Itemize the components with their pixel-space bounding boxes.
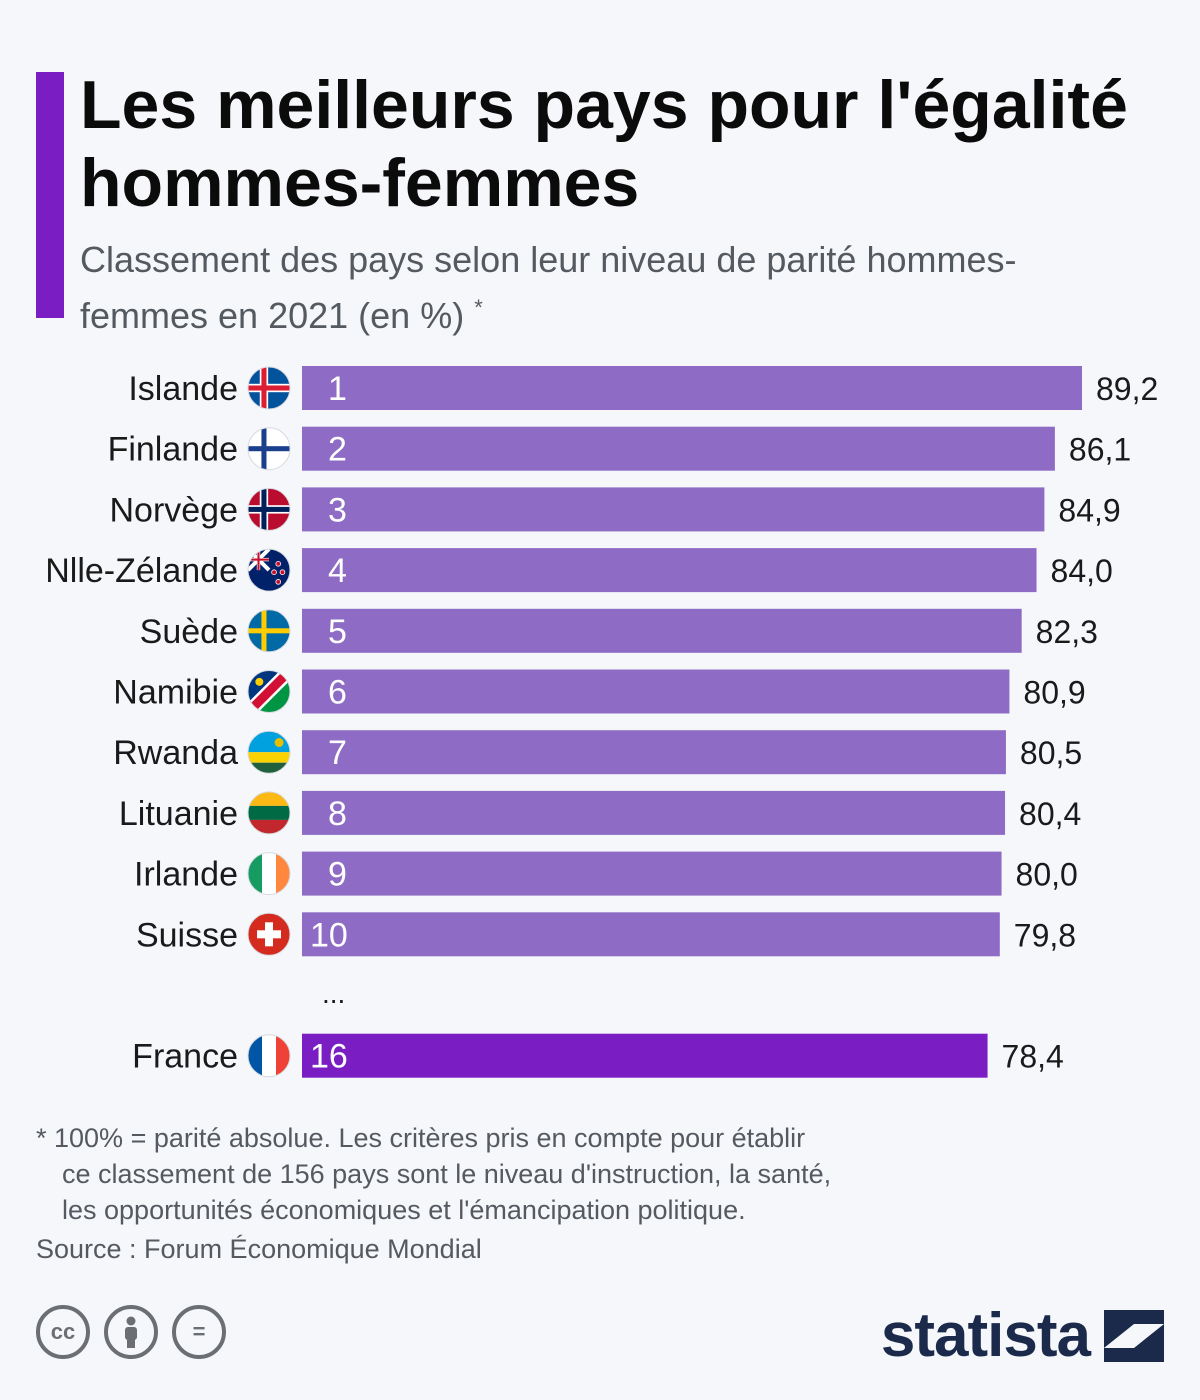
bar — [302, 608, 1022, 653]
subtitle-mark: * — [474, 295, 483, 320]
bar — [302, 426, 1055, 471]
france-flag-icon — [247, 1034, 291, 1078]
value-label: 80,4 — [1019, 796, 1081, 832]
new-zealand-flag-icon — [247, 548, 291, 592]
category-label: Norvège — [109, 491, 238, 529]
namibia-flag-icon — [247, 670, 291, 713]
bar-row: Suisse 10 79,8 — [136, 912, 1076, 957]
rwanda-flag-icon — [247, 730, 291, 774]
bar — [302, 487, 1045, 532]
gap-ellipsis: ... — [322, 978, 345, 1009]
bar-row: Irlande 9 80,0 — [134, 851, 1078, 896]
value-label: 84,9 — [1058, 492, 1120, 528]
rank-label: 2 — [328, 431, 347, 469]
person-icon — [125, 1316, 137, 1348]
no-derivatives-icon[interactable]: = — [172, 1305, 226, 1359]
rank-label: 3 — [328, 491, 347, 529]
value-label: 80,0 — [1016, 857, 1078, 893]
rank-label: 4 — [328, 552, 347, 590]
bar-row: Nlle-Zélande 4 84,0 — [45, 548, 1113, 593]
finland-flag-icon — [247, 427, 291, 471]
bar-row: France 16 78,4 — [132, 1033, 1064, 1078]
bar-row: Islande 1 89,2 — [128, 366, 1158, 410]
bar-row: Finlande 2 86,1 — [108, 426, 1131, 471]
value-label: 80,5 — [1020, 735, 1082, 771]
value-label: 89,2 — [1096, 371, 1158, 407]
bar — [302, 730, 1006, 775]
value-label: 78,4 — [1002, 1039, 1064, 1075]
category-label: Suède — [140, 613, 238, 651]
rank-label: 6 — [328, 674, 347, 712]
bar-chart: Islande 1 89,2 Finlande 2 86,1 Norvège 3 84,9 Nll… — [45, 366, 1158, 1078]
norway-flag-icon — [247, 487, 291, 531]
attribution-icon[interactable] — [104, 1305, 158, 1359]
rank-label: 7 — [328, 734, 347, 772]
category-label: Finlande — [108, 431, 238, 469]
category-label: Nlle-Zélande — [45, 552, 238, 590]
bar — [302, 790, 1006, 835]
bar — [302, 548, 1037, 593]
chart-title: Les meilleurs pays pour l'égalité hommes… — [80, 67, 1128, 221]
accent-bar — [36, 72, 64, 318]
bar-row: Namibie 6 80,9 — [113, 669, 1086, 714]
rank-label: 16 — [310, 1038, 348, 1076]
footnote-line: * 100% = parité absolue. Les critères pr… — [36, 1123, 806, 1153]
bar — [302, 851, 1002, 896]
statista-mark-icon — [1104, 1309, 1164, 1362]
no-derivatives-label: = — [192, 1319, 206, 1344]
category-label: Lituanie — [119, 795, 238, 833]
value-label: 86,1 — [1069, 432, 1131, 468]
category-label: Irlande — [134, 856, 238, 894]
rank-label: 8 — [328, 795, 347, 833]
bar — [302, 1033, 988, 1078]
iceland-flag-icon — [247, 366, 291, 410]
rank-label: 9 — [328, 856, 347, 894]
category-label: Islande — [128, 370, 238, 408]
subtitle-text: Classement des pays selon leur niveau de… — [80, 239, 1017, 336]
cc-icon[interactable]: cc — [36, 1305, 90, 1359]
category-label: Namibie — [113, 674, 238, 712]
value-label: 80,9 — [1023, 675, 1085, 711]
category-label: Suisse — [136, 916, 238, 954]
chart-subtitle: Classement des pays selon leur niveau de… — [80, 236, 1080, 340]
sweden-flag-icon — [247, 609, 291, 653]
bar-row: Norvège 3 84,9 — [109, 487, 1121, 532]
bar — [302, 912, 1000, 957]
value-label: 84,0 — [1051, 553, 1113, 589]
value-label: 79,8 — [1014, 917, 1076, 953]
license-icons: cc = — [36, 1305, 226, 1359]
value-label: 82,3 — [1036, 614, 1098, 650]
bar-row: Suède 5 82,3 — [140, 608, 1098, 653]
footnote-line: les opportunités économiques et l'émanci… — [62, 1195, 746, 1225]
bar-row: Rwanda 7 80,5 — [113, 730, 1082, 775]
bar — [302, 669, 1010, 714]
statista-logo[interactable]: statista — [881, 1300, 1164, 1371]
category-label: France — [132, 1038, 238, 1076]
rank-label: 1 — [328, 370, 347, 408]
rank-label: 10 — [310, 916, 348, 954]
ireland-flag-icon — [247, 852, 291, 896]
bar-row: Lituanie 8 80,4 — [119, 790, 1081, 835]
category-label: Rwanda — [113, 734, 238, 772]
bar — [302, 366, 1082, 410]
brand-wordmark: statista — [880, 1301, 1091, 1370]
switzerland-flag-icon — [247, 912, 291, 956]
cc-icon-label: cc — [50, 1319, 76, 1344]
lithuania-flag-icon — [247, 791, 291, 835]
source-text: Source : Forum Économique Mondial — [36, 1234, 482, 1264]
rank-label: 5 — [328, 613, 347, 651]
footnote: * 100% = parité absolue. Les critères pr… — [36, 1120, 1036, 1228]
footnote-line: ce classement de 156 pays sont le niveau… — [62, 1159, 832, 1189]
